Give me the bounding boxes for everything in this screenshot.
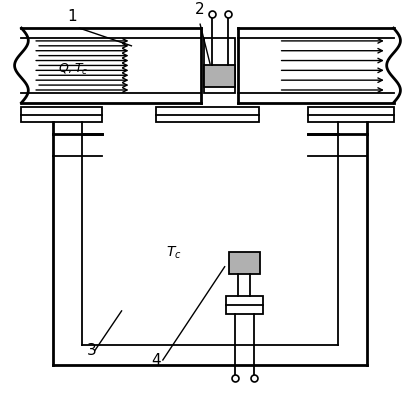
Text: 3: 3 (87, 343, 97, 358)
Bar (22, 107, 102, 123)
Text: 1: 1 (68, 9, 77, 24)
Text: $T_c$: $T_c$ (166, 245, 181, 261)
Bar (229, 252, 260, 273)
Text: $Q,T_c$: $Q,T_c$ (58, 62, 88, 77)
Text: 4: 4 (151, 353, 161, 368)
Text: 2: 2 (195, 2, 205, 18)
Bar (308, 107, 393, 123)
Bar (204, 65, 235, 87)
Bar (204, 38, 235, 93)
Bar (226, 296, 263, 314)
Bar (156, 107, 259, 123)
